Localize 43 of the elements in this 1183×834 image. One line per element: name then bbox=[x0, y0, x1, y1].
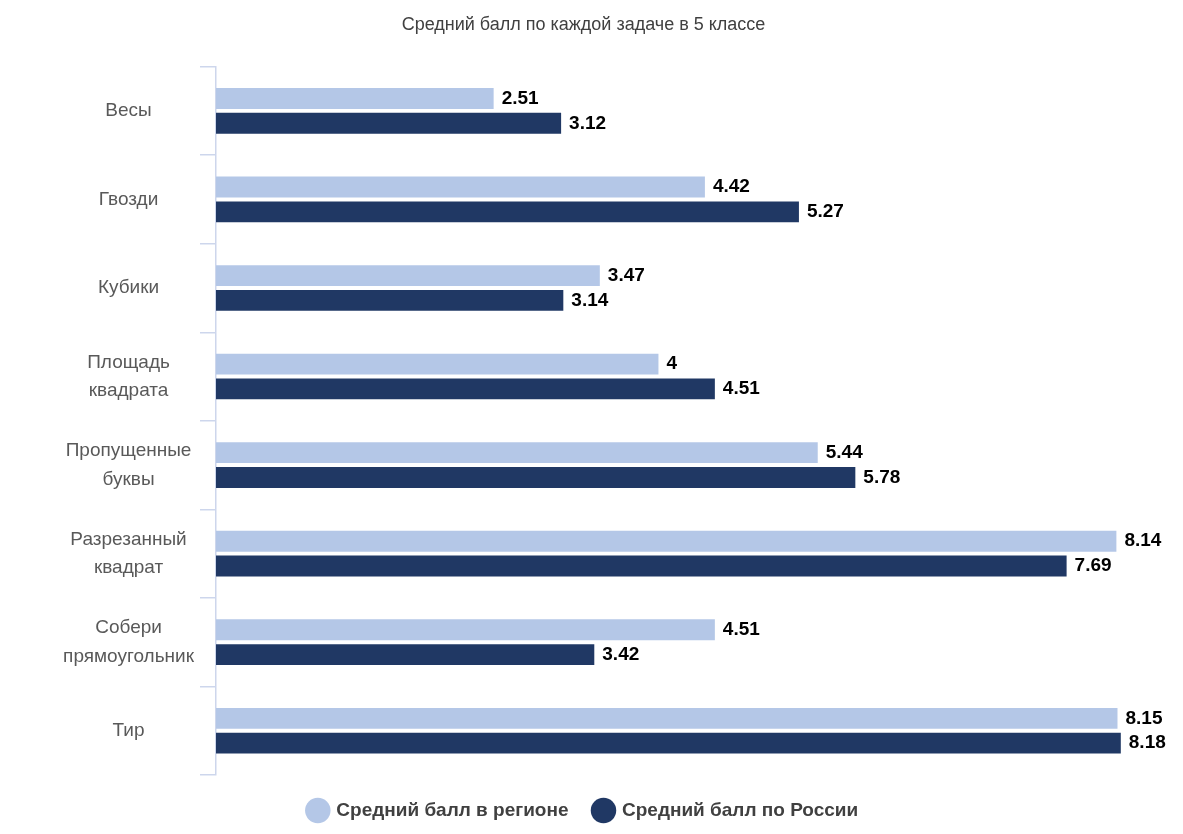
bar bbox=[216, 644, 595, 665]
data-label: 3.14 bbox=[571, 288, 609, 310]
bar bbox=[216, 555, 1067, 577]
bar bbox=[216, 265, 600, 286]
data-label: 4.51 bbox=[722, 618, 761, 640]
data-label: 5.44 bbox=[825, 440, 864, 462]
bar bbox=[216, 442, 818, 464]
bar bbox=[216, 530, 1117, 552]
bar bbox=[216, 619, 715, 641]
data-label: 8.14 bbox=[1124, 529, 1162, 551]
data-label: 3.47 bbox=[607, 263, 645, 285]
bar bbox=[216, 707, 1118, 729]
bar bbox=[216, 353, 659, 375]
y-tick-label: Гвозди bbox=[98, 187, 159, 209]
y-tick-label: Пропущенные буквы bbox=[65, 439, 192, 489]
data-label: 4 bbox=[666, 352, 678, 374]
legend-label: Средний балл по России bbox=[621, 798, 859, 820]
y-tick-label: Площадь квадрата bbox=[87, 350, 170, 401]
data-label: 7.69 bbox=[1074, 554, 1112, 576]
bar bbox=[216, 378, 715, 400]
data-label: 3.12 bbox=[569, 111, 607, 133]
y-tick-label: Весы bbox=[105, 99, 152, 121]
y-tick-label: Кубики bbox=[97, 276, 160, 298]
bar bbox=[216, 732, 1121, 754]
y-tick-label: Разрезанный квадрат bbox=[70, 527, 187, 578]
data-label: 4.42 bbox=[712, 175, 750, 197]
y-tick-label: Тир bbox=[112, 718, 145, 740]
data-label: 2.51 bbox=[501, 86, 540, 108]
legend-label: Средний балл в регионе bbox=[336, 798, 569, 820]
bar bbox=[216, 88, 494, 109]
data-label: 8.18 bbox=[1128, 731, 1166, 753]
data-label: 4.51 bbox=[722, 377, 761, 399]
chart-title: Средний балл по каждой задаче в 5 классе bbox=[401, 13, 766, 34]
bar bbox=[216, 112, 562, 134]
data-label: 5.78 bbox=[863, 465, 901, 487]
bar bbox=[216, 467, 856, 488]
bar bbox=[216, 176, 705, 198]
bar bbox=[216, 201, 799, 223]
bar bbox=[216, 289, 564, 311]
data-label: 8.15 bbox=[1125, 706, 1163, 728]
y-tick-label: Собери прямоугольник bbox=[63, 616, 195, 666]
data-label: 5.27 bbox=[806, 200, 844, 222]
data-label: 3.42 bbox=[602, 642, 640, 664]
